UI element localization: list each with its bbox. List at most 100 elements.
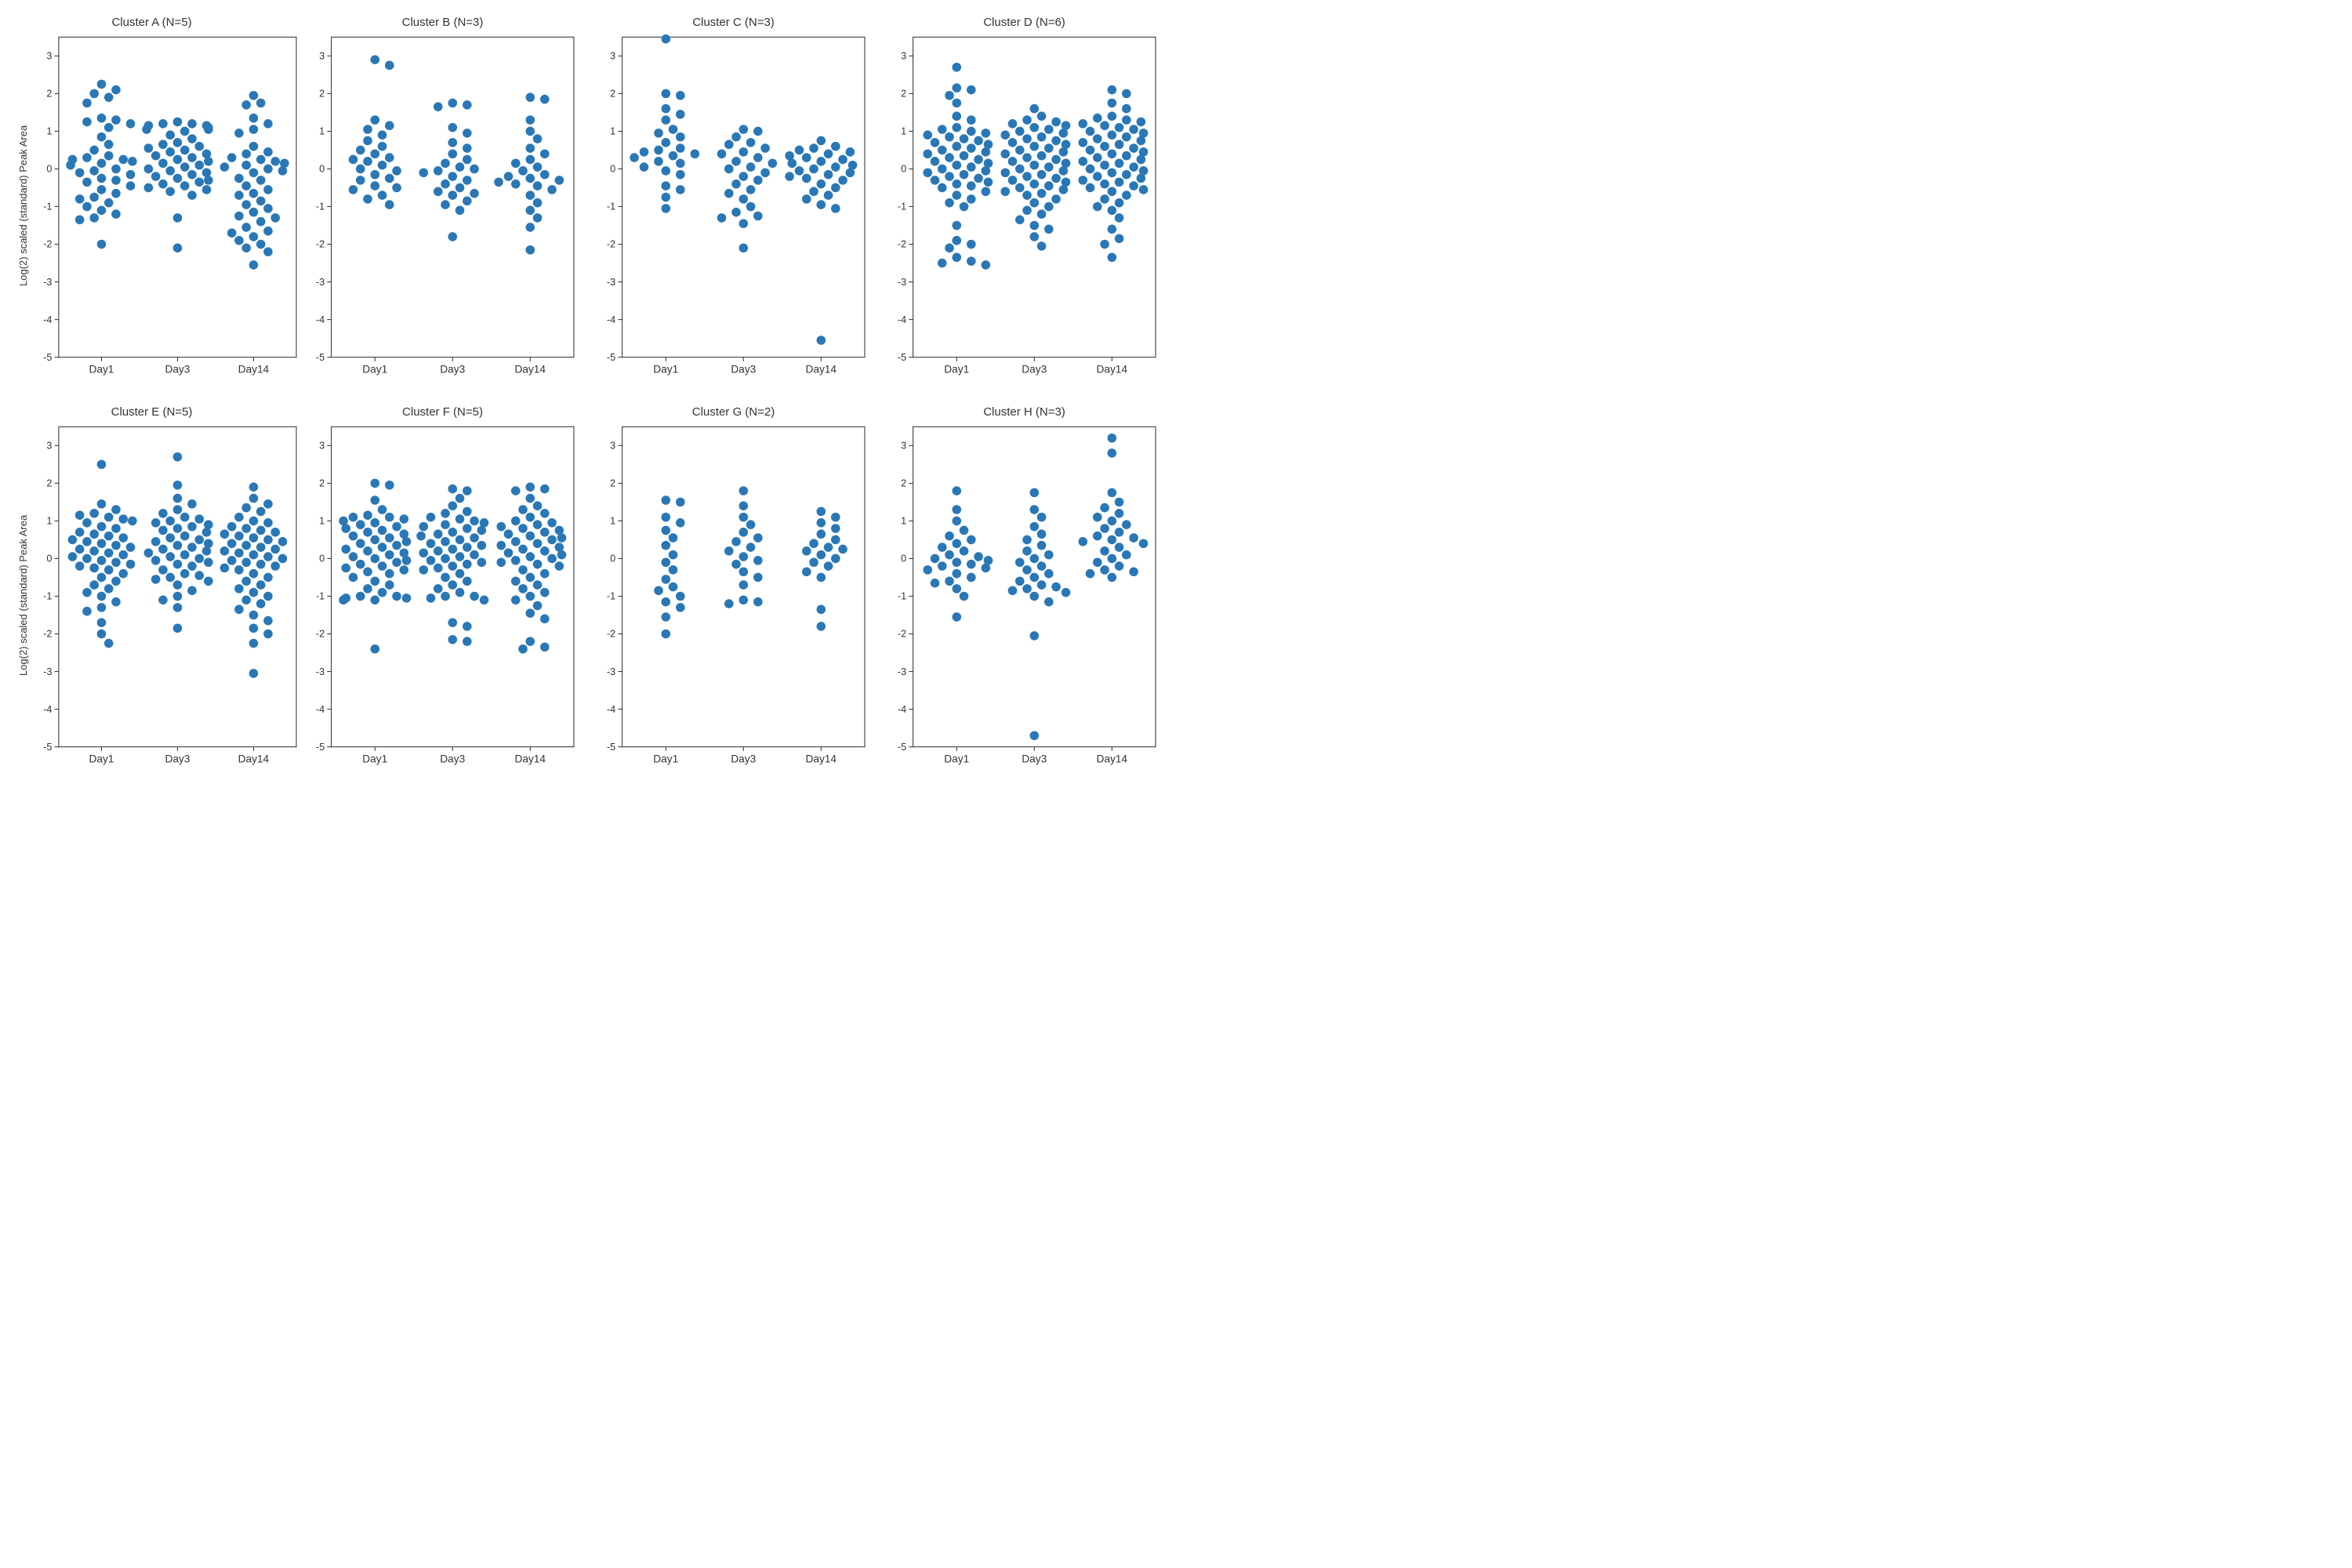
data-point bbox=[504, 548, 514, 557]
data-point bbox=[89, 564, 99, 573]
data-point bbox=[1115, 498, 1124, 507]
data-point bbox=[416, 532, 426, 541]
data-point bbox=[525, 552, 535, 561]
data-point bbox=[111, 85, 121, 95]
data-point bbox=[1044, 125, 1054, 134]
data-point bbox=[838, 176, 848, 185]
data-point bbox=[1115, 123, 1124, 132]
data-point bbox=[984, 177, 993, 187]
data-point bbox=[419, 565, 428, 575]
data-point bbox=[339, 596, 348, 605]
data-point bbox=[831, 204, 840, 213]
data-point bbox=[151, 151, 161, 161]
data-point bbox=[187, 543, 197, 552]
svg-text:-2: -2 bbox=[316, 629, 325, 640]
data-point bbox=[241, 576, 251, 586]
svg-text:Day3: Day3 bbox=[165, 364, 190, 376]
data-point bbox=[982, 187, 991, 196]
data-point bbox=[982, 260, 991, 270]
data-point bbox=[945, 91, 954, 100]
data-point bbox=[89, 213, 99, 223]
data-point bbox=[441, 592, 450, 601]
data-point bbox=[753, 573, 763, 583]
data-point bbox=[349, 532, 358, 541]
data-point bbox=[419, 522, 428, 532]
data-point bbox=[234, 513, 244, 522]
data-point bbox=[540, 615, 550, 624]
data-point bbox=[173, 174, 183, 183]
data-point bbox=[1093, 134, 1102, 143]
data-point bbox=[831, 142, 840, 151]
data-point bbox=[89, 509, 99, 518]
data-point bbox=[448, 123, 457, 132]
data-point bbox=[202, 546, 212, 556]
data-point bbox=[111, 557, 121, 567]
data-point bbox=[816, 529, 826, 539]
svg-text:Day3: Day3 bbox=[731, 753, 756, 765]
data-point bbox=[356, 165, 365, 174]
data-point bbox=[1107, 187, 1116, 196]
data-point bbox=[931, 554, 940, 564]
data-point bbox=[1107, 111, 1116, 121]
data-point bbox=[1029, 142, 1039, 151]
data-point bbox=[661, 513, 670, 522]
data-point bbox=[241, 223, 251, 232]
data-point bbox=[82, 537, 92, 546]
data-point bbox=[746, 185, 756, 194]
data-point bbox=[158, 140, 168, 149]
data-point bbox=[525, 482, 535, 492]
data-point bbox=[661, 612, 670, 622]
data-point bbox=[669, 151, 678, 161]
data-point bbox=[356, 539, 365, 548]
data-point bbox=[151, 575, 161, 584]
swarmplot: -5-4-3-2-10123Day1Day3Day14 bbox=[888, 422, 1160, 768]
data-point bbox=[525, 206, 535, 216]
data-point bbox=[1107, 130, 1116, 140]
data-point bbox=[165, 166, 175, 176]
data-point bbox=[1115, 158, 1124, 168]
svg-text:Day1: Day1 bbox=[89, 753, 114, 765]
svg-text:-2: -2 bbox=[316, 239, 325, 250]
svg-text:-5: -5 bbox=[898, 742, 906, 753]
data-point bbox=[392, 541, 401, 550]
data-point bbox=[540, 170, 550, 180]
data-point bbox=[511, 486, 521, 495]
data-point bbox=[518, 524, 528, 533]
data-point bbox=[1059, 129, 1069, 138]
data-point bbox=[256, 176, 266, 185]
data-point bbox=[256, 507, 266, 517]
data-point bbox=[227, 153, 237, 162]
data-point bbox=[952, 569, 961, 579]
data-point bbox=[547, 554, 557, 564]
data-point bbox=[802, 567, 811, 576]
data-point bbox=[654, 157, 663, 166]
data-point bbox=[378, 142, 387, 151]
data-point bbox=[938, 125, 947, 134]
data-point bbox=[126, 119, 136, 129]
chart-grid: Cluster A (N=5)Log(2) scaled (standard) … bbox=[16, 16, 1160, 768]
data-point bbox=[97, 158, 107, 168]
data-point bbox=[952, 83, 961, 93]
data-point bbox=[557, 550, 567, 560]
data-point bbox=[363, 136, 372, 146]
data-point bbox=[111, 209, 121, 219]
data-point bbox=[1129, 567, 1138, 576]
data-point bbox=[378, 505, 387, 514]
data-point bbox=[111, 115, 121, 125]
data-point bbox=[824, 543, 833, 552]
data-point bbox=[731, 208, 741, 217]
data-point bbox=[400, 565, 409, 575]
data-point bbox=[540, 485, 550, 494]
data-point bbox=[356, 560, 365, 569]
data-point bbox=[938, 146, 947, 155]
data-point bbox=[158, 565, 168, 575]
data-point bbox=[434, 546, 443, 556]
svg-text:0: 0 bbox=[46, 554, 52, 564]
data-point bbox=[809, 165, 818, 174]
data-point bbox=[511, 517, 521, 526]
data-point bbox=[385, 533, 394, 543]
data-point bbox=[1051, 118, 1061, 127]
svg-text:-5: -5 bbox=[43, 742, 52, 753]
data-point bbox=[1044, 225, 1054, 234]
data-point bbox=[533, 162, 543, 172]
